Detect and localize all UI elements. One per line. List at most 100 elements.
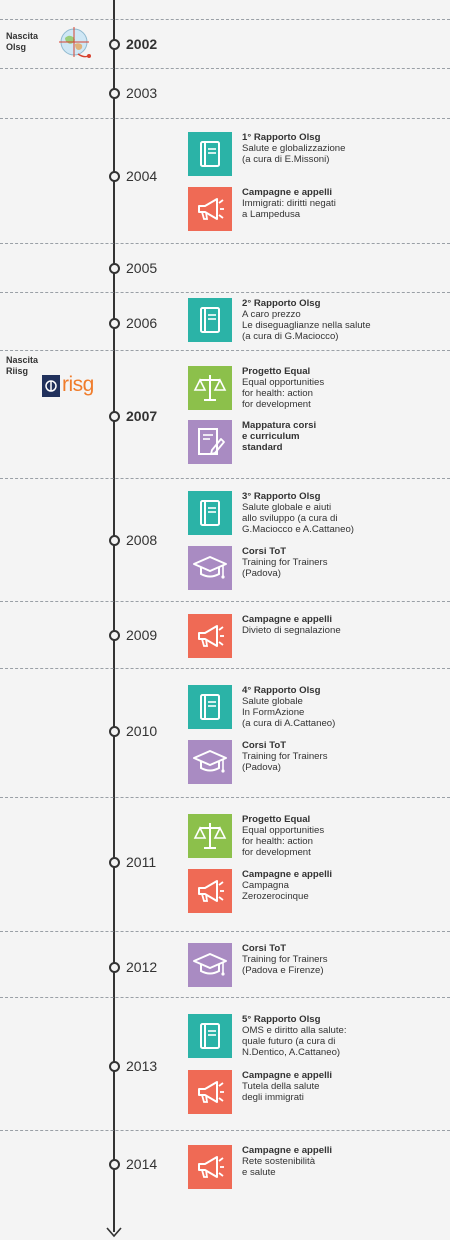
event-text: Corsi ToT Training for Trainers (Padova e…	[242, 943, 447, 976]
book-icon	[188, 132, 232, 176]
event-title: Progetto Equal	[242, 366, 311, 377]
event-description: Training for Trainers (Padova)	[242, 751, 328, 773]
year-label: 2013	[126, 1058, 158, 1074]
event-description: Training for Trainers (Padova)	[242, 557, 328, 579]
year-marker	[109, 411, 120, 422]
event-text: Campagne e appelli Immigrati: diritti neg…	[242, 187, 447, 220]
timeline-event: 4° Rapporto Olsg Salute globale In FormAz…	[188, 685, 448, 729]
year-separator	[0, 350, 450, 351]
event-text: Campagne e appelli Tutela della salute de…	[242, 1070, 447, 1103]
timeline-axis	[113, 0, 115, 1232]
year-label: 2002	[126, 36, 158, 52]
milestone-label-riisg: Nascita Riisg	[6, 355, 38, 377]
year-label: 2014	[126, 1156, 158, 1172]
scales-icon	[188, 366, 232, 410]
year-label: 2006	[126, 315, 158, 331]
timeline-event: Progetto Equal Equal opportunities for he…	[188, 366, 448, 410]
event-title: Campagne e appelli	[242, 614, 333, 625]
event-description: Rete sostenibilità e salute	[242, 1156, 316, 1178]
event-text: Progetto Equal Equal opportunities for he…	[242, 366, 447, 410]
book-icon	[188, 298, 232, 342]
document-pen-icon	[188, 420, 232, 464]
milestone-text: Nascita Olsg	[6, 31, 39, 52]
event-description: OMS e diritto alla salute: quale futuro …	[242, 1025, 347, 1058]
milestone-label-olsg: Nascita Olsg	[6, 31, 38, 53]
year-separator	[0, 997, 450, 998]
year-label: 2008	[126, 532, 158, 548]
year-label: 2003	[126, 85, 158, 101]
event-description: Salute globale In FormAzione (a cura di …	[242, 696, 336, 729]
graduation-cap-icon	[188, 740, 232, 784]
year-separator	[0, 1130, 450, 1131]
event-text: 5° Rapporto Olsg OMS e diritto alla salut…	[242, 1014, 447, 1058]
riisg-logo: risg	[42, 373, 108, 397]
year-separator	[0, 797, 450, 798]
year-separator	[0, 243, 450, 244]
event-title: Campagne e appelli	[242, 187, 333, 198]
riisg-logo-text: risg	[62, 373, 94, 396]
year-separator	[0, 668, 450, 669]
year-label: 2011	[126, 854, 157, 870]
event-title: Corsi ToT	[242, 740, 287, 751]
year-label: 2010	[126, 723, 158, 739]
book-icon	[188, 1014, 232, 1058]
year-label: 2012	[126, 959, 158, 975]
timeline-event: 1° Rapporto Olsg Salute e globalizzazione…	[188, 132, 448, 176]
event-text: Campagne e appelli Divieto di segnalazion…	[242, 614, 447, 636]
event-title: Campagne e appelli	[242, 869, 333, 880]
timeline-event: 3° Rapporto Olsg Salute globale e aiuti a…	[188, 491, 448, 535]
event-text: Mappatura corsi e curriculum standard	[242, 420, 447, 453]
event-title: 5° Rapporto Olsg	[242, 1014, 321, 1025]
event-text: 4° Rapporto Olsg Salute globale In FormAz…	[242, 685, 447, 729]
event-description: Campagna Zerozerocinque	[242, 880, 309, 902]
year-marker	[109, 630, 120, 641]
event-text: Corsi ToT Training for Trainers (Padova)	[242, 740, 447, 773]
event-description: Immigrati: diritti negati a Lampedusa	[242, 198, 336, 220]
event-description: Equal opportunities for health: action f…	[242, 377, 325, 410]
event-title: Corsi ToT	[242, 546, 287, 557]
timeline-event: Campagne e appelli Campagna Zerozerocinqu…	[188, 869, 448, 913]
year-marker	[109, 39, 120, 50]
year-separator	[0, 931, 450, 932]
year-separator	[0, 478, 450, 479]
event-description: Salute globale e aiuti allo sviluppo (a …	[242, 502, 354, 535]
megaphone-icon	[188, 614, 232, 658]
event-title: Progetto Equal	[242, 814, 311, 825]
year-marker	[109, 1159, 120, 1170]
event-description: A caro prezzo Le diseguaglianze nella sa…	[242, 309, 371, 342]
event-text: 2° Rapporto Olsg A caro prezzo Le disegua…	[242, 298, 447, 342]
megaphone-icon	[188, 1070, 232, 1114]
year-label: 2004	[126, 168, 158, 184]
timeline-event: Campagne e appelli Rete sostenibilità e s…	[188, 1145, 448, 1189]
timeline-event: Corsi ToT Training for Trainers (Padova)	[188, 546, 448, 590]
year-separator	[0, 19, 450, 20]
scales-icon	[188, 814, 232, 858]
timeline-event: Campagne e appelli Immigrati: diritti neg…	[188, 187, 448, 231]
year-separator	[0, 292, 450, 293]
year-marker	[109, 171, 120, 182]
event-text: 3° Rapporto Olsg Salute globale e aiuti a…	[242, 491, 447, 535]
book-icon	[188, 491, 232, 535]
event-description: Salute e globalizzazione (a cura di E.Mi…	[242, 143, 346, 165]
timeline-event: Campagne e appelli Divieto di segnalazion…	[188, 614, 448, 658]
year-marker	[109, 857, 120, 868]
timeline-event: Mappatura corsi e curriculum standard	[188, 420, 448, 464]
year-marker	[109, 1061, 120, 1072]
timeline-event: Corsi ToT Training for Trainers (Padova e…	[188, 943, 448, 987]
event-description: Tutela della salute degli immigrati	[242, 1081, 320, 1103]
event-title: 4° Rapporto Olsg	[242, 685, 321, 696]
year-marker	[109, 726, 120, 737]
event-title: Corsi ToT	[242, 943, 287, 954]
year-label: 2009	[126, 627, 158, 643]
graduation-cap-icon	[188, 943, 232, 987]
event-title: Campagne e appelli	[242, 1070, 333, 1081]
event-text: Corsi ToT Training for Trainers (Padova)	[242, 546, 447, 579]
megaphone-icon	[188, 869, 232, 913]
milestone-text: Nascita Riisg	[6, 355, 39, 376]
year-marker	[109, 535, 120, 546]
event-title: 3° Rapporto Olsg	[242, 491, 321, 502]
megaphone-icon	[188, 1145, 232, 1189]
event-title: Mappatura corsi e curriculum standard	[242, 420, 317, 453]
year-separator	[0, 118, 450, 119]
